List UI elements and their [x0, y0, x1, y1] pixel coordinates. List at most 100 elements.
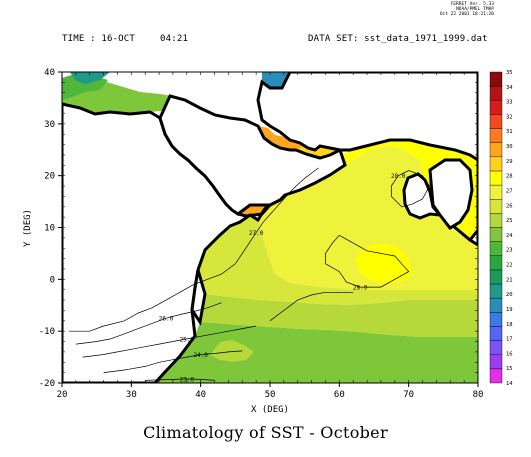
contour-label: 28.0 [353, 285, 368, 292]
colorbar-swatch [489, 114, 503, 129]
colorbar-swatch [489, 71, 503, 87]
colorbar-swatch [489, 354, 503, 370]
y-tick-label: -20 [39, 379, 55, 389]
y-tick-label: 0 [50, 275, 55, 285]
colorbar-label: 32 [506, 114, 513, 120]
colorbar-swatch [489, 199, 503, 214]
x-tick-label: 80 [473, 390, 484, 400]
contour-line [75, 302, 222, 345]
colorbar-swatch [489, 128, 503, 143]
band-24 [155, 322, 478, 383]
colorbar-label: 22 [506, 263, 513, 269]
contour-lines [68, 167, 430, 381]
y-axis: -20 -10 0 10 20 30 40 [39, 68, 478, 389]
x-tick-label: 30 [126, 390, 137, 400]
stamp-line-1: FERRET Ver. 5.33 [450, 2, 494, 7]
ferret-stamp: FERRET Ver. 5.33 NOAA/PMEL TMAP Oct 22 2… [440, 2, 494, 17]
colorbar-label: 21 [506, 277, 513, 283]
colorbar-swatch [489, 227, 503, 242]
sst-field [62, 72, 478, 383]
contour-line [103, 350, 243, 373]
y-tick-label: 30 [44, 120, 55, 130]
y-tick-label: 20 [44, 172, 55, 182]
colorbar-swatch [489, 269, 503, 285]
colorbar-swatch [489, 100, 503, 115]
time-label: TIME : 16-OCT [62, 34, 136, 44]
colorbar-swatch [489, 312, 503, 327]
colorbar-label: 17 [506, 337, 513, 343]
contour-label: 28.0 [391, 173, 406, 180]
colorbar-label: 34 [506, 85, 513, 91]
time-value: 04:21 [160, 34, 189, 44]
colorbar-label: 26 [506, 203, 513, 209]
colorbar-label: 33 [506, 100, 513, 106]
y-axis-label: Y (DEG) [23, 209, 33, 247]
colorbar-label: 16 [506, 351, 513, 357]
colorbar-swatch [489, 326, 503, 341]
contour-labels: 27.0 26.0 25.0 24.0 23.0 28.0 28.0 [159, 173, 406, 383]
colorbar-label: 15 [506, 366, 513, 372]
stamp-line-3: Oct 22 2001 18:21:20 [439, 12, 494, 17]
colorbar-swatch [489, 85, 503, 101]
colorbar-swatch [489, 142, 503, 158]
band-25 [200, 294, 478, 337]
contour-line [269, 291, 354, 322]
contour-label: 25.0 [180, 336, 195, 343]
land-india-core [428, 158, 474, 230]
colorbar-label: 18 [506, 322, 513, 328]
contour-line [145, 378, 215, 381]
colorbar-label: 19 [506, 307, 513, 313]
contour-line [82, 325, 257, 358]
gulf-warm [258, 126, 306, 150]
colorbar-label: 23 [506, 248, 513, 254]
contour-line [390, 170, 430, 208]
x-tick-label: 60 [334, 390, 345, 400]
colorbar-swatch [489, 283, 503, 299]
x-axis-label: X (DEG) [251, 405, 289, 415]
colorbar-swatch [489, 213, 503, 228]
contour-line [68, 167, 319, 332]
colorbar: 14 15 16 17 18 19 20 21 22 23 24 25 26 27 28 29 30 31 32 33… [489, 70, 513, 387]
band-28-pool [355, 244, 412, 283]
chart-caption: Climatology of SST - October [143, 423, 388, 442]
colorbar-label: 25 [506, 218, 513, 224]
colorbar-label: 27 [506, 188, 513, 194]
colorbar-label: 31 [506, 129, 513, 135]
y-tick-label: 10 [44, 224, 55, 234]
med-cold [70, 72, 110, 84]
colorbar-label: 28 [506, 174, 513, 180]
colorbar-swatch [489, 156, 503, 172]
colorbar-label: 35 [506, 70, 513, 76]
band-29-gulf [290, 140, 340, 158]
colorbar-swatch [489, 255, 503, 271]
colorbar-swatch [489, 170, 503, 186]
y-tick-label: -10 [39, 327, 55, 337]
contour-label: 26.0 [159, 316, 174, 323]
colorbar-swatch [489, 368, 503, 384]
x-tick-label: 50 [265, 390, 276, 400]
x-tick-label: 20 [57, 390, 68, 400]
band-26 [195, 215, 478, 305]
land-arabia [158, 94, 347, 216]
stamp-line-2: NOAA/PMEL TMAP [456, 7, 494, 12]
dataset-label: DATA SET: sst_data_1971_1999.dat [308, 34, 488, 44]
y-tick-label: 40 [44, 68, 55, 78]
colorbar-swatch [489, 241, 503, 256]
colorbar-swatch [489, 297, 503, 313]
colorbar-label: 29 [506, 159, 513, 165]
land-asia [256, 72, 478, 162]
x-tick-label: 40 [195, 390, 206, 400]
colorbar-label: 30 [506, 144, 513, 150]
contour-label: 23.0 [180, 376, 195, 383]
contour-label: 27.0 [249, 230, 264, 237]
colorbar-label: 24 [506, 233, 513, 239]
x-axis: 20 30 40 50 60 70 80 [57, 72, 484, 400]
contour-label: 24.0 [193, 352, 208, 359]
x-tick-label: 70 [403, 390, 414, 400]
colorbar-label: 20 [506, 292, 513, 298]
colorbar-swatch [489, 340, 503, 355]
colorbar-label: 14 [506, 381, 513, 387]
madagascar-pocket [210, 340, 254, 362]
colorbar-swatch [489, 184, 503, 200]
